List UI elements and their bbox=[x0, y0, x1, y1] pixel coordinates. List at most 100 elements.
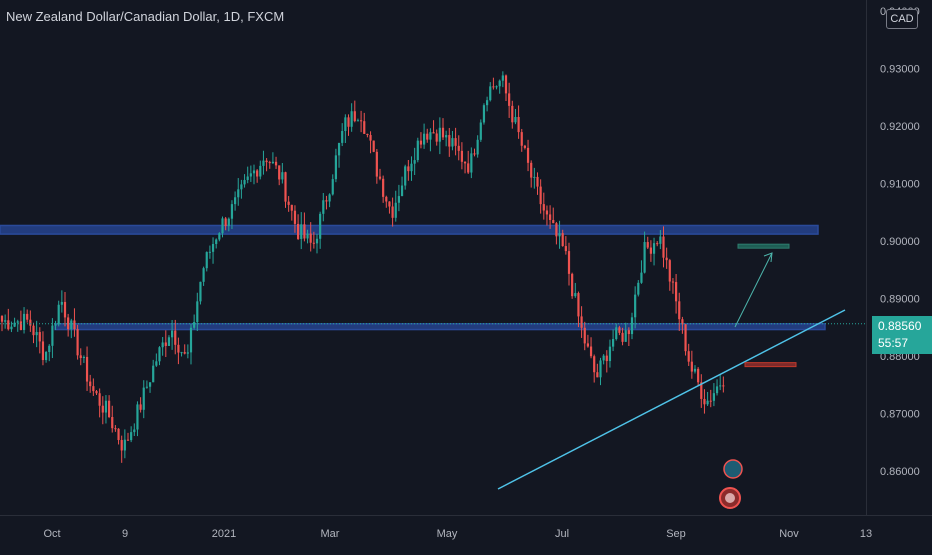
candle-body bbox=[123, 439, 126, 451]
candle-body bbox=[70, 320, 73, 330]
candle-body bbox=[404, 166, 407, 186]
candle-body bbox=[205, 252, 208, 269]
candle-body bbox=[552, 219, 555, 224]
candle-body bbox=[76, 329, 79, 356]
candle-body bbox=[378, 176, 382, 179]
time-tick-label: 9 bbox=[122, 528, 128, 540]
candle-body bbox=[73, 320, 76, 330]
candle-body bbox=[394, 202, 397, 218]
time-tick-label: Mar bbox=[321, 528, 340, 540]
candle-body bbox=[700, 382, 703, 399]
candle-body bbox=[290, 204, 293, 211]
last-price-value: 0.88560 bbox=[878, 319, 922, 333]
candle-body bbox=[605, 355, 608, 362]
candle-body bbox=[22, 313, 26, 330]
candle-body bbox=[41, 341, 45, 361]
candle-body bbox=[155, 361, 158, 366]
candle-body bbox=[637, 282, 640, 295]
candle-body bbox=[668, 260, 671, 282]
candle-body bbox=[360, 120, 363, 122]
candle-body bbox=[712, 393, 715, 401]
candle-body bbox=[504, 75, 508, 94]
candle-body bbox=[161, 342, 164, 348]
candle-body bbox=[438, 127, 441, 142]
projection-arrow bbox=[734, 252, 773, 328]
candle-body bbox=[256, 170, 259, 177]
candle-body bbox=[315, 238, 319, 244]
candle-body bbox=[142, 387, 145, 410]
candle-body bbox=[224, 218, 227, 227]
candle-body bbox=[186, 352, 189, 354]
candle-body bbox=[372, 140, 375, 152]
candle-body bbox=[356, 120, 360, 122]
candle-body bbox=[350, 111, 353, 127]
candle-body bbox=[259, 165, 262, 177]
candle-body bbox=[441, 127, 445, 138]
candle-body bbox=[630, 317, 634, 335]
candle-body bbox=[432, 132, 435, 134]
candle-body bbox=[293, 210, 297, 224]
candle-body bbox=[388, 201, 391, 207]
candle-body bbox=[79, 355, 82, 359]
candle-body bbox=[492, 86, 495, 88]
candle-body bbox=[268, 162, 271, 164]
resistance-zone bbox=[0, 224, 819, 235]
candle-body bbox=[719, 385, 722, 387]
candle-body bbox=[646, 242, 649, 248]
candle-body bbox=[690, 361, 693, 372]
candle-body bbox=[640, 272, 643, 283]
candle-body bbox=[596, 372, 599, 378]
candle-body bbox=[643, 242, 646, 273]
candle-body bbox=[627, 330, 630, 335]
candle-body bbox=[306, 233, 309, 239]
candle-body bbox=[312, 242, 315, 244]
candle-body bbox=[136, 404, 139, 430]
candle-body bbox=[715, 386, 719, 394]
candle-body bbox=[448, 135, 451, 147]
candle-body bbox=[586, 343, 589, 347]
candle-body bbox=[133, 429, 136, 433]
currency-badge[interactable]: CAD bbox=[886, 9, 918, 29]
candle-body bbox=[218, 233, 221, 240]
candle-body bbox=[445, 135, 448, 138]
price-tick-label: 0.86000 bbox=[880, 466, 920, 478]
price-tick-label: 0.89000 bbox=[880, 294, 920, 306]
bar-countdown: 55:57 bbox=[878, 336, 909, 350]
candle-body bbox=[114, 428, 117, 430]
candle-body bbox=[38, 332, 41, 342]
candle-body bbox=[54, 324, 57, 326]
candle-body bbox=[13, 322, 16, 327]
candle-body bbox=[328, 194, 331, 202]
candle-body bbox=[593, 356, 596, 373]
candle-body bbox=[63, 301, 67, 318]
stop-level bbox=[744, 362, 797, 368]
candle-body bbox=[120, 440, 123, 451]
time-tick-label: Sep bbox=[666, 528, 686, 540]
candle-body bbox=[561, 233, 564, 247]
candle-body bbox=[709, 400, 712, 402]
candle-body bbox=[615, 327, 618, 340]
candle-body bbox=[287, 201, 290, 205]
candle-body bbox=[526, 147, 530, 163]
candle-body bbox=[463, 161, 467, 164]
candle-body bbox=[583, 327, 586, 344]
candle-body bbox=[16, 321, 19, 323]
candle-body bbox=[410, 163, 413, 172]
candle-body bbox=[697, 368, 700, 383]
candle-body bbox=[177, 344, 180, 353]
candle-body bbox=[602, 355, 605, 361]
candle-body bbox=[589, 346, 593, 357]
candle-body bbox=[369, 135, 372, 141]
candle-body bbox=[624, 330, 627, 342]
candle-body bbox=[621, 332, 624, 342]
candle-body bbox=[281, 172, 284, 180]
candle-body bbox=[51, 325, 54, 346]
candle-body bbox=[473, 153, 476, 155]
candle-body bbox=[558, 233, 561, 237]
candle-body bbox=[454, 138, 457, 146]
candle-body bbox=[580, 316, 583, 328]
candle-body bbox=[703, 398, 706, 405]
